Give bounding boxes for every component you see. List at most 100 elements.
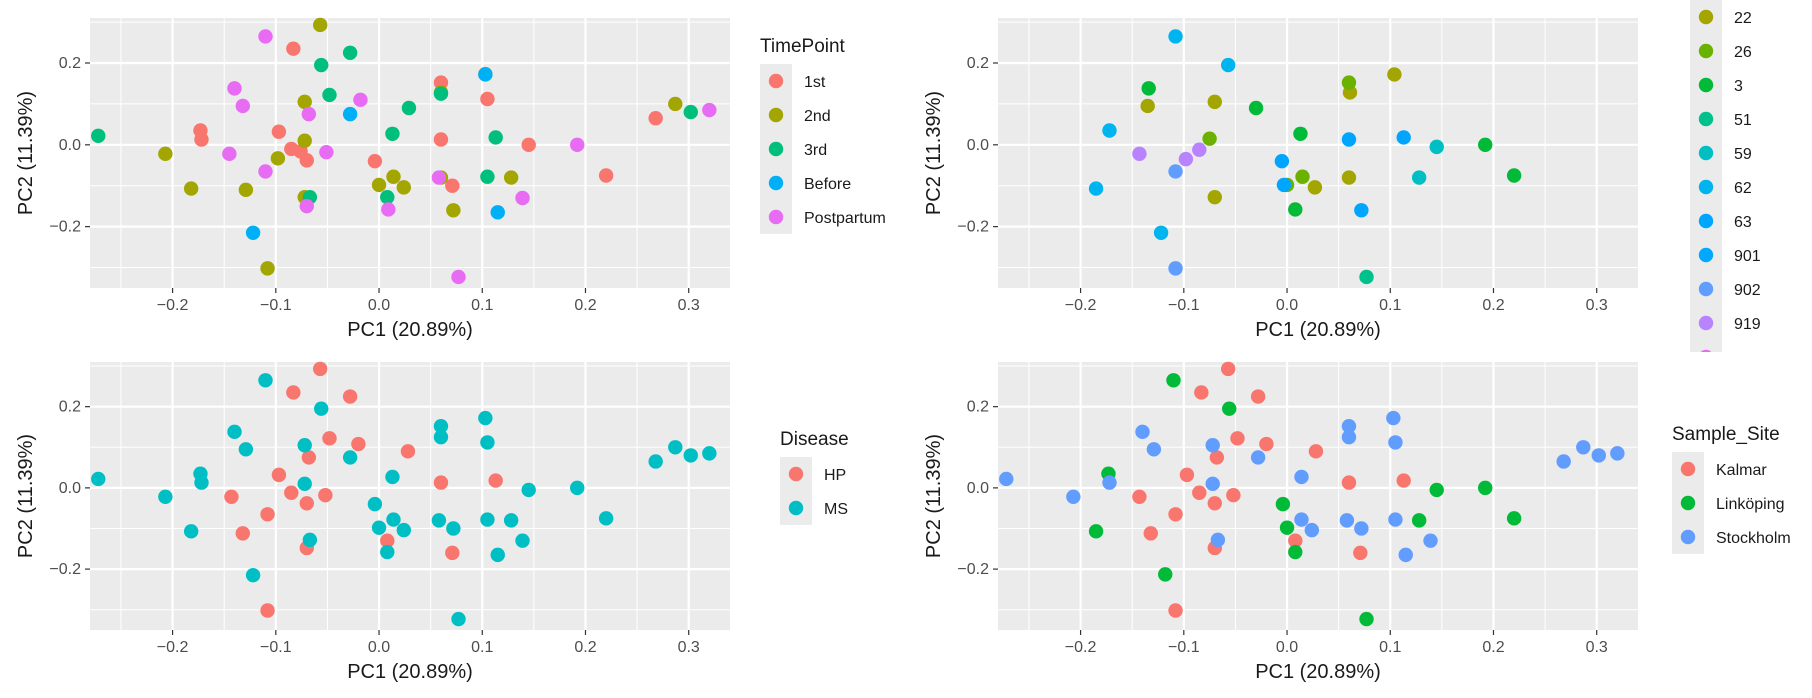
data-point-stockholm <box>1250 450 1266 465</box>
data-point-postpartum <box>299 198 314 214</box>
data-point-kalmar <box>1207 496 1222 511</box>
data-point-59 <box>1429 139 1444 155</box>
data-point-ms <box>503 513 519 528</box>
y-tick-label: 0.0 <box>967 137 989 154</box>
data-point-postpartum <box>702 102 717 118</box>
data-point-ms <box>702 446 717 461</box>
data-point-stockholm <box>1576 440 1591 455</box>
data-point-63 <box>1276 177 1292 193</box>
data-point-ms <box>515 533 530 548</box>
data-point-stockholm <box>1388 435 1403 450</box>
data-point-before <box>478 67 493 82</box>
data-point-hp <box>286 385 301 400</box>
y-tick-label: −0.2 <box>957 561 989 578</box>
data-point-26 <box>1295 169 1310 184</box>
data-point-kalmar <box>1226 487 1241 503</box>
legend-item-label: Postpartum <box>804 210 886 227</box>
legend-item-label: HP <box>824 467 846 484</box>
x-tick-label: 0.3 <box>1586 639 1608 656</box>
data-point-kalmar <box>1168 507 1183 522</box>
data-point-ms <box>245 567 261 583</box>
data-point-ms <box>371 520 387 535</box>
data-point-ms <box>648 454 663 469</box>
data-point-stockholm <box>1610 446 1625 461</box>
legend-key-2nd <box>768 107 784 123</box>
data-point-hp <box>224 489 239 505</box>
x-tick-label: 0.1 <box>471 639 493 656</box>
y-tick-label: −0.2 <box>49 561 81 578</box>
x-tick-label: −0.2 <box>1065 639 1097 656</box>
legend-key-before <box>768 175 784 191</box>
data-point-2nd <box>396 180 412 195</box>
data-point-kalmar <box>1250 389 1266 404</box>
legend-item-label: 2nd <box>804 108 831 125</box>
data-point-hp <box>271 467 287 483</box>
data-point-63 <box>1341 132 1357 147</box>
data-point-62 <box>1088 181 1104 196</box>
data-point-ms <box>431 513 447 528</box>
data-point-3 <box>1478 137 1493 153</box>
data-point-stockholm <box>1294 512 1309 527</box>
data-point-postpartum <box>381 202 396 217</box>
data-point-link-ping <box>1359 611 1374 627</box>
data-point-link-ping <box>1166 373 1181 388</box>
data-point-kalmar <box>1132 489 1147 505</box>
data-point-ms <box>297 438 312 453</box>
data-point-postpartum <box>431 170 447 185</box>
legend-key-902 <box>1698 281 1714 297</box>
legend-key-62 <box>1698 179 1714 195</box>
data-point-stockholm <box>1591 448 1606 463</box>
data-point-2nd <box>297 94 312 110</box>
data-point-stockholm <box>1341 418 1357 434</box>
data-point-hp <box>488 473 503 488</box>
legend-item-label: 22 <box>1734 10 1752 27</box>
legend-key-22 <box>1698 9 1714 25</box>
legend-key-postpartum <box>768 209 784 225</box>
data-point-22 <box>1207 189 1222 205</box>
data-point-stockholm <box>1556 454 1571 469</box>
data-point-22 <box>1140 98 1155 114</box>
data-point-1st <box>648 111 663 126</box>
data-point-hp <box>322 431 337 446</box>
legend-key-63 <box>1698 213 1714 229</box>
data-point-stockholm <box>1205 438 1220 453</box>
data-point-2nd <box>312 17 328 33</box>
data-point-ms <box>385 469 400 485</box>
data-point-kalmar <box>1353 545 1368 561</box>
data-point-2nd <box>503 170 519 185</box>
data-point-2nd <box>371 177 387 193</box>
data-point-kalmar <box>1341 475 1357 490</box>
data-point-22 <box>1387 67 1402 82</box>
data-point-hp <box>400 444 416 459</box>
legend-item-label: Linköping <box>1716 496 1785 513</box>
legend-item-label: 51 <box>1734 112 1752 129</box>
legend-title: Sample_Site <box>1672 424 1780 445</box>
y-tick-label: 0.2 <box>967 399 989 416</box>
x-tick-label: −0.2 <box>157 639 189 656</box>
x-tick-label: −0.1 <box>260 297 292 314</box>
x-tick-label: 0.3 <box>1586 297 1608 314</box>
legend-key-3rd <box>768 141 784 157</box>
legend-key-3 <box>1698 77 1714 93</box>
y-tick-label: 0.2 <box>59 55 81 72</box>
legend-item-label: 62 <box>1734 180 1752 197</box>
data-point-ms <box>297 476 312 492</box>
data-point-2nd <box>446 203 461 218</box>
data-point-link-ping <box>1429 482 1444 498</box>
data-point-kalmar <box>1288 533 1303 548</box>
data-point-1st <box>433 132 449 147</box>
legend-clip-mask <box>1680 352 1812 392</box>
data-point-22 <box>1341 170 1357 185</box>
x-axis-title: PC1 (20.89%) <box>347 319 473 341</box>
legend-item-label: Kalmar <box>1716 462 1767 479</box>
data-point-stockholm <box>1386 410 1401 426</box>
panel-3: −0.2 −0.1 0.0 0.1 0.2 0.3 −0.2 0.0 0.2 PC1 (20.89… <box>15 361 849 683</box>
data-point-before <box>245 225 261 240</box>
data-point-stockholm <box>1102 475 1117 490</box>
legend-item-label: Stockholm <box>1716 530 1791 547</box>
x-tick-label: 0.1 <box>1379 297 1401 314</box>
data-point-ms <box>238 442 254 457</box>
data-point-stockholm <box>1146 442 1162 457</box>
data-point-2nd <box>260 261 275 276</box>
